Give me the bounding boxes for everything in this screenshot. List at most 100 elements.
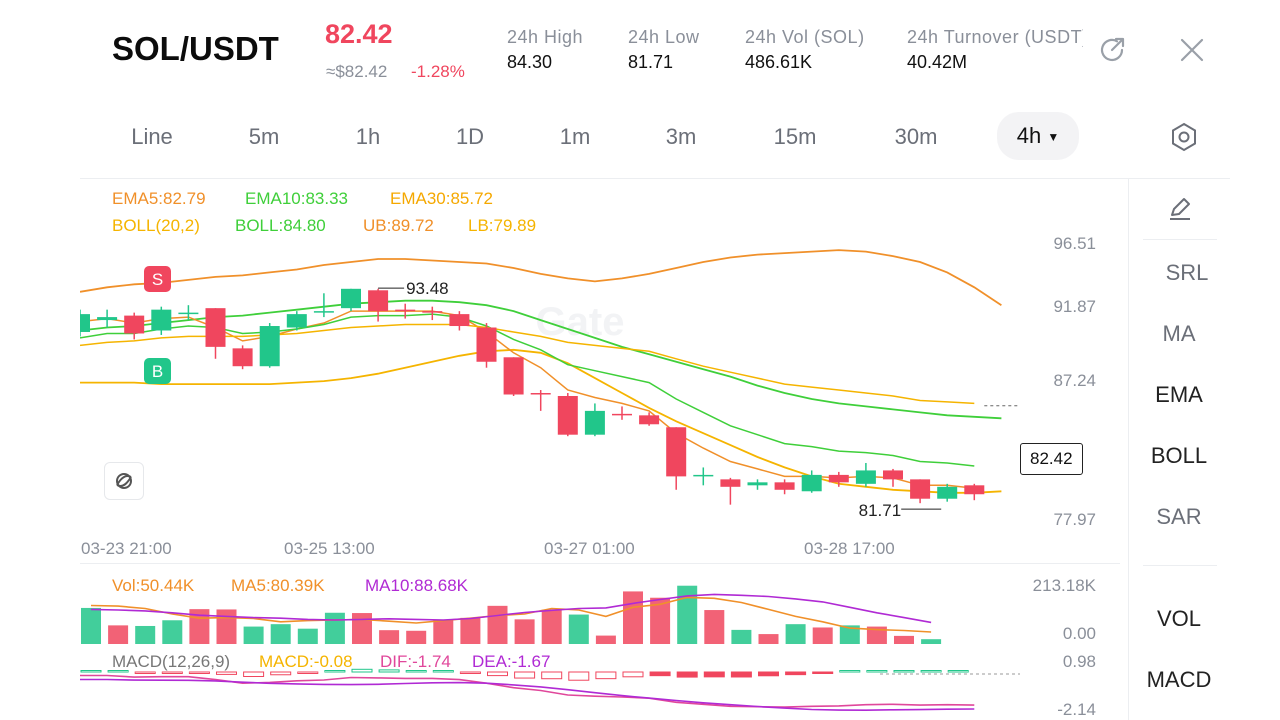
sell-signal-badge <box>144 266 171 292</box>
volume-bar <box>81 607 101 644</box>
candle-body <box>178 312 199 315</box>
divider <box>1143 565 1217 566</box>
tab-1d[interactable]: 1D <box>455 124 485 149</box>
macd-dea-line <box>80 678 975 712</box>
macd-histogram-bar <box>80 670 102 673</box>
legend-dea: DEA:-1.67 <box>472 652 551 671</box>
volume-bar <box>514 619 535 644</box>
stat-value: 486.61K <box>745 52 813 72</box>
volume-bar <box>812 627 833 644</box>
legend-ema30: EMA30:85.72 <box>390 189 494 208</box>
indicator-sar[interactable]: SAR <box>1156 504 1202 529</box>
volume-bar <box>406 630 427 644</box>
candle-body <box>259 326 280 367</box>
macd-histogram-bar <box>893 670 915 673</box>
pair-title: SOL/USDT <box>112 30 279 67</box>
volume-bar <box>839 625 860 644</box>
candle-body <box>693 474 714 477</box>
candlestick-chart[interactable]: Gate 93.48 81.71 S B <box>80 230 1120 570</box>
macd-histogram-bar <box>649 671 671 677</box>
macd-histogram-bar <box>351 668 373 673</box>
tab-4h[interactable]: 4h ▼ <box>997 112 1079 160</box>
volume-chart[interactable] <box>80 570 1020 648</box>
indicator-ema[interactable]: EMA <box>1155 382 1203 407</box>
caret-down-icon: ▼ <box>1047 130 1060 145</box>
macd-histogram-bar <box>216 671 237 675</box>
candle-body <box>151 309 172 331</box>
volume-bar <box>677 585 698 644</box>
volume-bar <box>541 609 562 644</box>
macd-histogram-bar <box>947 670 969 673</box>
candle-body <box>855 470 876 484</box>
legend-macd-params: MACD(12,26,9) <box>112 652 231 671</box>
candle-body <box>801 474 822 492</box>
candle-body <box>639 415 660 425</box>
tab-line[interactable]: Line <box>131 124 173 149</box>
tab-30m[interactable]: 30m <box>894 124 938 149</box>
volume-bar <box>568 614 589 644</box>
volume-bar <box>704 610 725 644</box>
volume-bar <box>297 628 318 644</box>
y-tick: 77.97 <box>1053 510 1096 529</box>
volume-bar <box>135 625 156 644</box>
y-tick: 96.51 <box>1053 234 1096 253</box>
share-icon[interactable] <box>1096 34 1128 66</box>
volume-bar <box>921 639 942 644</box>
timeframe-tabs: Line 5m 1h 1D 1m 3m 15m 30m 4h ▼ <box>80 112 1120 162</box>
stat-value: 81.71 <box>628 52 674 72</box>
crosshair-toggle-icon[interactable] <box>104 462 144 500</box>
indicator-ma[interactable]: MA <box>1162 321 1196 346</box>
boll-upper-line <box>80 249 1002 306</box>
macd-histogram-bar <box>758 671 779 677</box>
max-price-label: 93.48 <box>406 279 449 298</box>
macd-histogram-bar <box>432 670 454 673</box>
divider <box>80 178 1230 179</box>
pencil-icon[interactable] <box>1165 194 1195 224</box>
macd-histogram-bar <box>243 671 265 677</box>
close-icon[interactable] <box>1176 34 1208 66</box>
legend-vol: Vol:50.44K <box>112 576 195 595</box>
indicator-vol[interactable]: VOL <box>1156 606 1202 631</box>
vol-ma10-line <box>90 593 932 624</box>
x-tick: 03-27 01:00 <box>544 539 635 558</box>
indicator-macd[interactable]: MACD <box>1146 667 1212 692</box>
indicator-boll[interactable]: BOLL <box>1150 443 1208 468</box>
macd-histogram-bar <box>378 669 400 673</box>
candle-body <box>964 485 985 495</box>
candle-body <box>97 317 118 321</box>
stat-label: 24h High <box>507 27 584 47</box>
stat-label: 24h Vol (SOL) <box>745 27 865 47</box>
macd-y-tick: -2.14 <box>1057 700 1096 719</box>
macd-chart[interactable] <box>80 650 1020 720</box>
stat-label: 24h Turnover (USDT) <box>907 27 1083 47</box>
settings-icon[interactable] <box>1168 121 1200 153</box>
y-tick: 91.87 <box>1053 297 1096 316</box>
stat-low: 24h Low 81.71 <box>628 27 700 73</box>
macd-histogram-bar <box>730 671 752 678</box>
tab-3m[interactable]: 3m <box>665 124 697 149</box>
candle-body <box>422 311 443 313</box>
legend-ema10: EMA10:83.33 <box>245 189 349 208</box>
tab-15m[interactable]: 15m <box>773 124 817 149</box>
stat-volume: 24h Vol (SOL) 486.61K <box>745 27 865 73</box>
x-tick: 03-25 13:00 <box>284 539 375 558</box>
candle-body <box>720 479 741 487</box>
tab-5m[interactable]: 5m <box>248 124 280 149</box>
indicator-srl[interactable]: SRL <box>1165 260 1209 285</box>
candle-body <box>395 309 416 312</box>
candle-body <box>774 482 795 490</box>
vol-y-tick: 213.18K <box>1032 576 1096 595</box>
volume-bar <box>623 591 643 644</box>
candle-body <box>557 395 578 435</box>
candle-body <box>80 314 90 332</box>
macd-y-tick: 0.98 <box>1062 652 1096 671</box>
tab-1m[interactable]: 1m <box>559 124 591 149</box>
buy-signal-badge <box>144 358 171 384</box>
volume-bar <box>731 629 752 644</box>
macd-histogram-bar <box>595 671 617 680</box>
tab-1h[interactable]: 1h <box>355 124 381 149</box>
candle-body <box>747 482 768 486</box>
sell-signal-label: S <box>152 270 163 289</box>
volume-bar <box>108 625 129 644</box>
legend-ub: UB:89.72 <box>363 216 434 235</box>
